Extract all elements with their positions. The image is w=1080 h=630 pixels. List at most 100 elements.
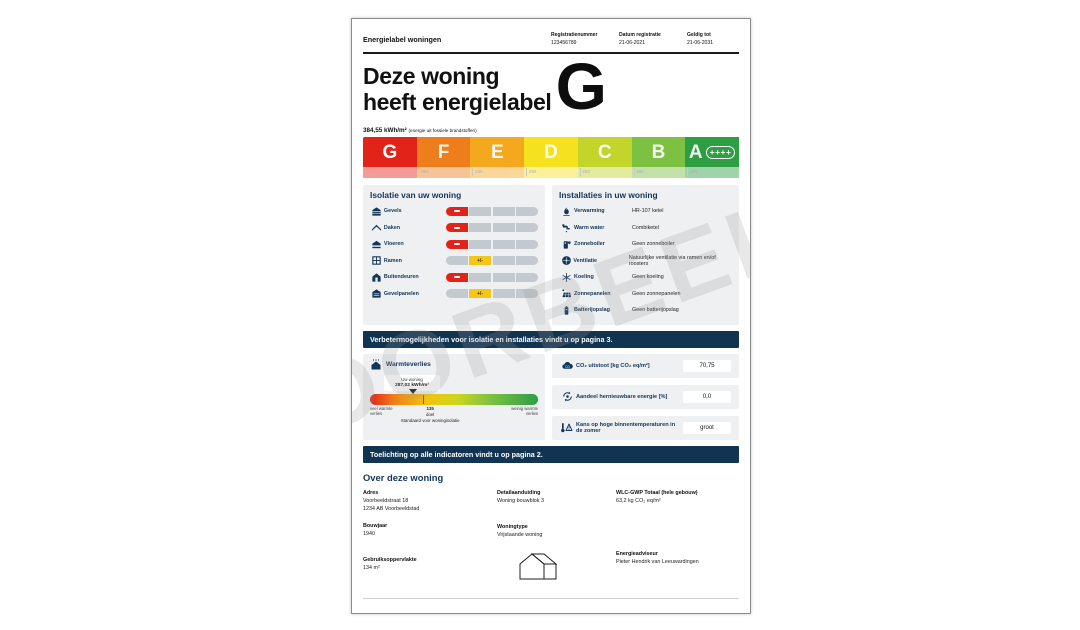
isolatie-row-ramen: Ramen +/- bbox=[370, 253, 538, 270]
thermometer-icon bbox=[558, 421, 576, 434]
indicator-co2: CO CO₂ uitstoot [kg CO₂ eq/m²] 70,75 bbox=[552, 353, 739, 378]
isolatie-label: Buitendeuren bbox=[383, 274, 419, 281]
scale-tick-cell-0 bbox=[363, 167, 417, 178]
rating-matig-symbol: +/- bbox=[477, 290, 483, 297]
scale-tick-cell-5: 190 bbox=[631, 167, 686, 178]
fan-icon bbox=[559, 254, 573, 267]
scale-letter: A bbox=[688, 141, 703, 163]
rating-segment bbox=[469, 223, 491, 233]
isolatie-rating-bars bbox=[445, 206, 538, 216]
field-key: Geldig tot bbox=[687, 32, 711, 38]
about-section: Adres Voorbeeldstraat 18 1234 AB Voorbee… bbox=[363, 489, 739, 585]
installatie-row-verwarming: Verwarming HR-107 ketel bbox=[559, 203, 732, 220]
scale-tick: 335 bbox=[472, 168, 483, 176]
isolatie-rating-bars bbox=[445, 239, 538, 249]
installatie-value: Geen zonneboiler bbox=[632, 241, 675, 248]
rating-segment bbox=[516, 289, 538, 299]
spacer bbox=[616, 532, 741, 541]
spacer bbox=[616, 505, 741, 514]
about-value: 134 m² bbox=[363, 564, 380, 571]
warmteverlies-title: Warmteverlies bbox=[386, 361, 431, 368]
field-key: Registratienummer bbox=[551, 32, 598, 38]
scale-letter: D bbox=[544, 141, 558, 163]
rating-segment bbox=[445, 256, 468, 266]
panels-row: Isolatie van uw woning Gevels bbox=[363, 185, 739, 325]
about-column-1: Adres Voorbeeldstraat 18 1234 AB Voorbee… bbox=[363, 489, 483, 572]
installatie-label: Warm water bbox=[574, 224, 605, 231]
wall-icon bbox=[370, 205, 384, 218]
hero-line-2: heeft energielabel bbox=[363, 89, 552, 115]
spacer bbox=[616, 514, 741, 523]
isolatie-row-vloeren: Vloeren bbox=[370, 236, 538, 253]
floor-icon bbox=[370, 238, 384, 251]
indicator-overheating: Kans op hoge binnentemperaturen in de zo… bbox=[552, 415, 739, 440]
rating-segment-slecht bbox=[445, 206, 468, 216]
scale-tick: 290 bbox=[526, 168, 536, 176]
about-value-2: 1234 AB Voorbeeldstad bbox=[363, 505, 420, 512]
about-value: Pieter Hendrik van Leeuwardingen bbox=[616, 558, 699, 565]
about-entry-bouwjaar: Bouwjaar 1940 bbox=[363, 522, 483, 538]
scale-letter: G bbox=[382, 141, 398, 163]
about-value: 1940 bbox=[363, 530, 375, 537]
about-key: Gebruiksoppervlakte bbox=[363, 556, 417, 563]
about-key: Bouwjaar bbox=[363, 522, 388, 529]
rating-segment bbox=[492, 289, 515, 299]
scale-class-E: E bbox=[470, 137, 525, 167]
field-value: 21-06-2021 bbox=[619, 40, 646, 46]
indicator-label: Aandeel hernieuwbare energie [%] bbox=[576, 393, 668, 400]
header-title: Energielabel woningen bbox=[363, 35, 442, 44]
co2-cloud-icon: CO bbox=[558, 359, 576, 372]
rating-segment bbox=[492, 223, 515, 233]
gauge-target-label: doel bbox=[425, 411, 435, 417]
installatie-label: Koeling bbox=[574, 274, 594, 281]
indicator-label: Kans op hoge binnentemperaturen in de zo… bbox=[576, 421, 676, 434]
gauge-target-value: 135 bbox=[426, 405, 434, 411]
rating-segment-matig: +/- bbox=[469, 289, 491, 299]
installatie-value: Geen zonnepanelen bbox=[632, 290, 681, 297]
about-entry-adres: Adres Voorbeeldstraat 18 1234 AB Voorbee… bbox=[363, 489, 483, 513]
bubble-value: 287,02 kWh/m² bbox=[395, 382, 429, 388]
spacer bbox=[363, 538, 483, 547]
scale-plus-badge: ++++ bbox=[705, 145, 736, 159]
rating-segment-slecht bbox=[445, 272, 468, 282]
header-divider bbox=[363, 52, 739, 54]
field-value: 123456789 bbox=[551, 40, 577, 46]
scale-class-C: C bbox=[577, 137, 632, 167]
isolatie-rating-bars: +/- bbox=[445, 289, 538, 299]
scale-class-A: A ++++ bbox=[685, 137, 740, 167]
document-header: Energielabel woningen Registratienummer … bbox=[363, 31, 739, 54]
hero-block: Deze woning heeft energielabel G bbox=[363, 53, 739, 125]
rating-segment bbox=[492, 256, 515, 266]
spacer bbox=[616, 541, 741, 550]
isolatie-label: Daken bbox=[383, 224, 401, 231]
gauge-marker bbox=[408, 388, 417, 394]
gauge-target-line bbox=[422, 394, 425, 404]
scale-tick: 160 bbox=[687, 168, 697, 176]
rating-segment bbox=[516, 239, 538, 249]
isolatie-row-buitendeuren: Buitendeuren bbox=[370, 269, 538, 286]
panel-installaties: Installaties in uw woning Verwarming HR-… bbox=[552, 185, 739, 325]
gauge-label-left: veel warmte verlies bbox=[370, 405, 393, 417]
spacer bbox=[363, 513, 483, 522]
rating-segment bbox=[492, 239, 515, 249]
spacer bbox=[616, 523, 741, 532]
rating-segment bbox=[516, 206, 538, 216]
field-value: 21-06-2031 bbox=[687, 40, 714, 46]
svg-text:CO: CO bbox=[565, 365, 570, 369]
rating-segment-matig: +/- bbox=[469, 256, 491, 266]
about-entry-energieadviseur: Energieadviseur Pieter Hendrik van Leeuw… bbox=[616, 550, 741, 566]
isolatie-rating-bars bbox=[445, 272, 538, 282]
isolatie-label: Gevelpanelen bbox=[383, 290, 419, 297]
installatie-row-zonneboiler: Zonneboiler Geen zonneboiler bbox=[559, 236, 732, 253]
rating-segment bbox=[492, 272, 515, 282]
rating-segment bbox=[469, 206, 491, 216]
installatie-value: Natuurlijke ventilatie via ramen en/of r… bbox=[628, 254, 716, 267]
battery-icon bbox=[559, 304, 574, 317]
about-key: Energieadviseur bbox=[616, 550, 658, 557]
house-illustration-icon bbox=[518, 551, 558, 581]
rating-matig-symbol: +/- bbox=[477, 257, 483, 264]
scale-tick: 190 bbox=[633, 168, 644, 176]
installatie-row-koeling: Koeling Geen koeling bbox=[559, 269, 732, 286]
header-field-datum-registratie: Datum registratie 21-06-2021 bbox=[619, 31, 671, 47]
